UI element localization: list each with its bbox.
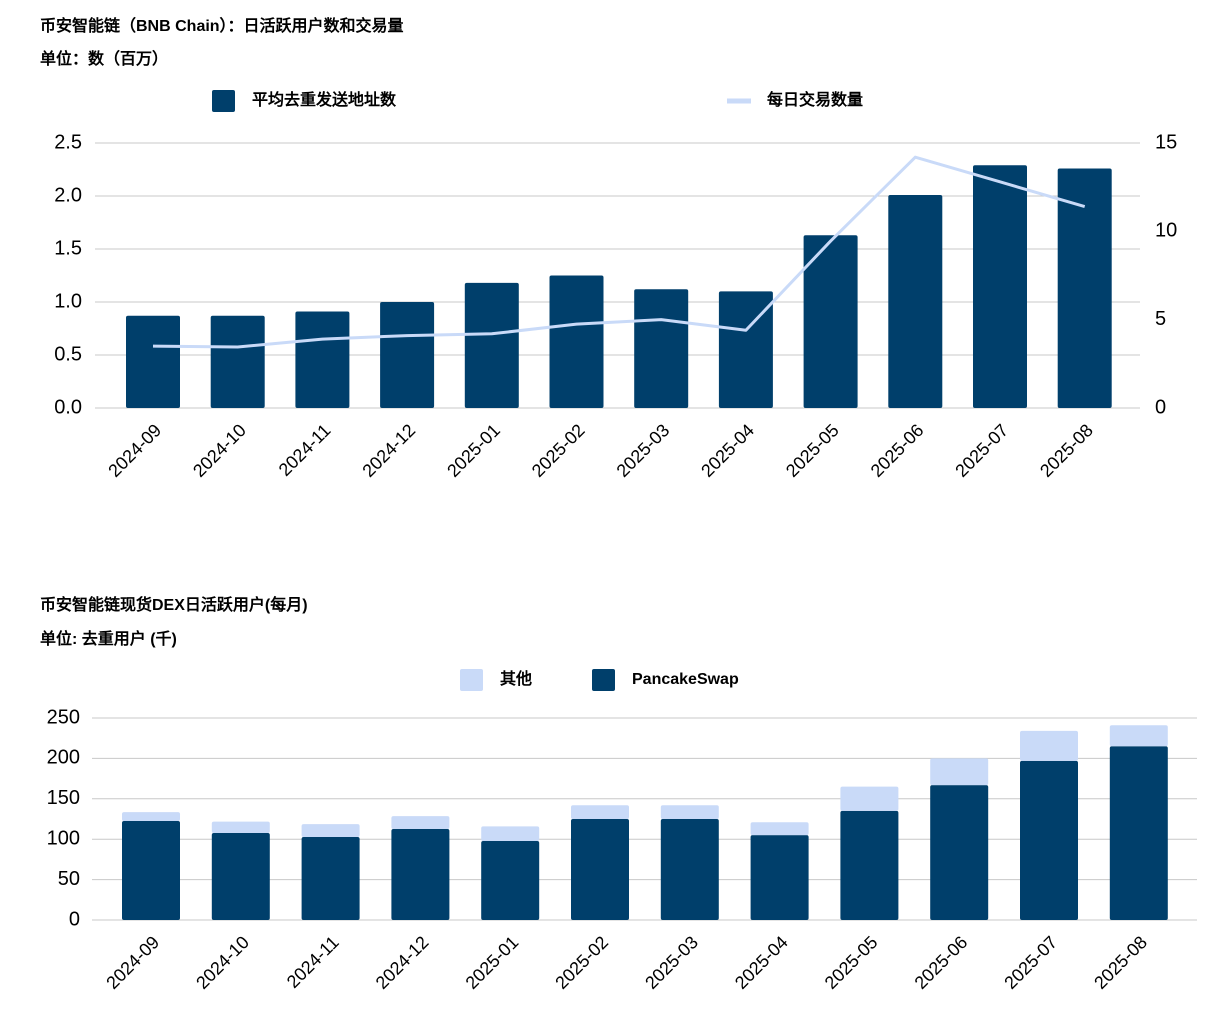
bar <box>464 282 519 408</box>
x-tick-label: 2025-01 <box>462 932 523 993</box>
bar <box>660 819 719 920</box>
bar <box>549 275 604 408</box>
x-tick-label: 2025-03 <box>641 932 702 993</box>
bar <box>1109 746 1168 920</box>
bar <box>301 824 360 838</box>
chart-subtitle: 单位：数（百万） <box>40 49 168 68</box>
x-tick-label: 2024-11 <box>283 932 343 992</box>
y-tick-label: 150 <box>47 787 80 809</box>
line-series <box>152 155 1086 349</box>
bar <box>211 821 270 833</box>
bar <box>1109 725 1168 747</box>
bar <box>840 786 899 811</box>
legend-label: 每日交易数量 <box>767 90 863 109</box>
bar <box>840 810 899 920</box>
y-tick-label: 1.5 <box>54 237 82 259</box>
x-tick-label: 2025-06 <box>867 420 928 481</box>
bar <box>1057 168 1112 408</box>
bar <box>571 805 629 819</box>
bar <box>122 821 180 920</box>
legend-label: 平均去重发送地址数 <box>252 90 397 109</box>
x-tick-label: 2024-09 <box>102 932 163 993</box>
bar <box>481 826 540 841</box>
legend-label: 其他 <box>500 669 532 688</box>
bar <box>210 315 265 408</box>
bar <box>634 289 689 408</box>
y2-tick-label: 0 <box>1155 396 1166 418</box>
y-tick-label: 2.0 <box>54 184 82 206</box>
x-tick-label: 2025-05 <box>782 420 843 481</box>
bar <box>888 194 943 408</box>
y-tick-label: 100 <box>47 827 80 849</box>
x-tick-label: 2025-01 <box>443 420 504 481</box>
bar <box>391 816 450 830</box>
x-tick-label: 2025-02 <box>528 420 589 481</box>
x-tick-label: 2025-06 <box>911 932 972 993</box>
y-tick-label: 0.5 <box>54 343 82 365</box>
bar <box>750 835 809 920</box>
x-tick-label: 2025-08 <box>1036 420 1097 481</box>
bar <box>211 832 270 920</box>
y2-tick-label: 15 <box>1155 131 1177 153</box>
y-tick-label: 0.0 <box>54 396 82 418</box>
y-tick-label: 200 <box>47 747 80 769</box>
bar <box>122 812 180 822</box>
x-tick-label: 2025-08 <box>1090 932 1151 993</box>
y-tick-label: 1.0 <box>54 290 82 312</box>
bar <box>930 785 989 920</box>
bar <box>571 819 629 920</box>
bar <box>1020 730 1078 761</box>
y2-tick-label: 5 <box>1155 308 1166 330</box>
chart-title: 币安智能链（BNB Chain）：日活跃用户数和交易量 <box>40 16 404 35</box>
x-tick-label: 2025-04 <box>731 932 792 993</box>
bar <box>973 165 1027 408</box>
bar <box>660 805 719 819</box>
legend-label: PancakeSwap <box>632 671 739 688</box>
x-tick-label: 2024-10 <box>189 420 250 481</box>
bar <box>126 315 180 408</box>
x-tick-label: 2025-07 <box>951 420 1012 481</box>
x-tick-label: 2024-12 <box>372 932 433 993</box>
y-tick-label: 0 <box>69 908 80 930</box>
bar <box>295 311 350 408</box>
bar <box>1020 760 1078 920</box>
y2-tick-label: 10 <box>1155 220 1177 242</box>
bar <box>391 829 450 920</box>
x-tick-label: 2024-10 <box>192 932 253 993</box>
x-tick-label: 2025-04 <box>697 420 758 481</box>
y-tick-label: 50 <box>58 868 80 890</box>
x-tick-label: 2025-07 <box>1000 932 1061 993</box>
chart-title: 币安智能链现货DEX日活跃用户(每月) <box>40 595 308 614</box>
chart-subtitle: 单位: 去重用户 (千) <box>40 629 177 648</box>
x-tick-label: 2024-11 <box>275 420 335 480</box>
bar <box>930 758 989 786</box>
legend-swatch <box>592 669 615 691</box>
bar <box>718 291 773 408</box>
bar <box>380 302 435 408</box>
bar <box>301 837 360 920</box>
x-tick-label: 2025-03 <box>613 420 674 481</box>
y-tick-label: 2.5 <box>54 131 82 153</box>
bar <box>803 235 858 408</box>
bar <box>481 840 540 920</box>
bar <box>750 822 809 836</box>
legend-swatch <box>212 90 235 112</box>
x-tick-label: 2024-09 <box>104 420 165 481</box>
legend-swatch <box>460 669 483 691</box>
y-tick-label: 250 <box>47 706 80 728</box>
x-tick-label: 2025-02 <box>551 932 612 993</box>
x-tick-label: 2024-12 <box>358 420 419 481</box>
x-tick-label: 2025-05 <box>821 932 882 993</box>
